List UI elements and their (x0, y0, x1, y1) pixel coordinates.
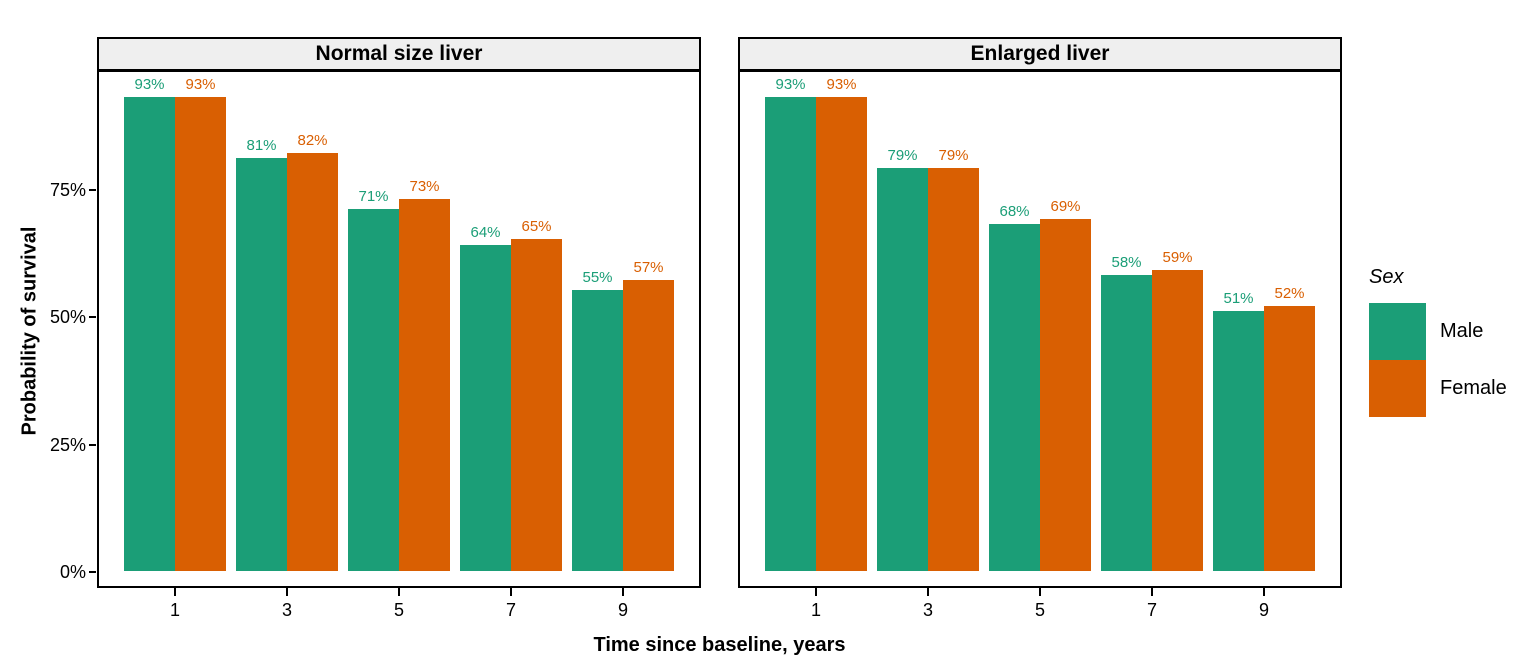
y-tick-label: 25% (49, 434, 86, 455)
bar-value-label: 51% (1223, 290, 1254, 307)
x-tick-label: 3 (281, 600, 293, 620)
bar-group-year-9: 55% 57% (572, 259, 674, 571)
legend-label: Female (1440, 377, 1507, 399)
legend-keys: Male Female (1369, 303, 1507, 417)
bar-value-label: 55% (582, 269, 613, 286)
bar-value-label: 57% (633, 259, 664, 276)
bar-female-year-1: 93% (816, 76, 867, 571)
bar-group-year-5: 71% 73% (348, 178, 450, 571)
y-axis-title: Probability of survival (18, 226, 41, 436)
bar-male-year-1: 93% (124, 76, 175, 571)
x-tick-mark (1039, 588, 1041, 596)
bar-value-label: 93% (826, 76, 857, 93)
x-tick-mark (1151, 588, 1153, 596)
bar-female-year-7: 65% (511, 218, 562, 571)
legend-key-female: Female (1369, 360, 1507, 417)
bar-female-year-9: 57% (623, 259, 674, 571)
bar-male-year-5: 71% (348, 188, 399, 571)
legend-swatch-male-icon (1369, 303, 1426, 360)
bar-value-label: 73% (409, 178, 440, 195)
legend-label: Male (1440, 320, 1484, 342)
bar-value-label: 71% (358, 188, 389, 205)
facet-normal-size-liver: Normal size liver 93% 93% 81% 82% 71% 73% 64% 6… (97, 37, 701, 634)
facet-strip: Enlarged liver (738, 37, 1342, 71)
x-tick-label: 9 (617, 600, 629, 620)
x-tick-label: 7 (1146, 600, 1158, 620)
bar-male-year-9: 55% (572, 269, 623, 571)
bar-value-label: 68% (999, 203, 1030, 220)
x-axis-title: Time since baseline, years (593, 634, 846, 656)
legend-key-male: Male (1369, 303, 1507, 360)
bar-group-year-1: 93% 93% (765, 76, 867, 571)
y-tick-label: 0% (59, 562, 86, 582)
bar-group-year-3: 81% 82% (236, 132, 338, 571)
bar-value-label: 82% (297, 132, 328, 149)
bar-group-year-7: 64% 65% (460, 218, 562, 571)
x-tick-label: 5 (1034, 600, 1046, 620)
bar-value-label: 59% (1162, 249, 1193, 266)
x-tick-mark (398, 588, 400, 596)
bar-group-year-1: 93% 93% (124, 76, 226, 571)
bar-male-year-7: 58% (1101, 254, 1152, 571)
bar-value-label: 64% (470, 224, 501, 241)
y-tick-mark (89, 188, 96, 191)
bar-value-label: 93% (775, 76, 806, 93)
x-tick-mark (622, 588, 624, 596)
bar-value-label: 52% (1274, 285, 1305, 302)
x-tick-label: 1 (810, 600, 822, 620)
x-tick-mark (927, 588, 929, 596)
bar-value-label: 93% (134, 76, 165, 93)
bar-female-year-9: 52% (1264, 285, 1315, 571)
bar-male-year-1: 93% (765, 76, 816, 571)
x-tick-mark (174, 588, 176, 596)
bar-female-year-3: 79% (928, 147, 979, 571)
bar-value-label: 65% (521, 218, 552, 235)
x-tick-label: 1 (169, 600, 181, 620)
bar-female-year-7: 59% (1152, 249, 1203, 571)
plot-panel: 93% 93% 79% 79% 68% 69% 58% 59% 51% 52% (738, 70, 1342, 588)
y-tick-mark (89, 571, 96, 573)
bar-value-label: 79% (887, 147, 918, 164)
facet-title: Normal size liver (315, 42, 483, 65)
bar-value-label: 69% (1050, 198, 1081, 215)
bar-female-year-5: 69% (1040, 198, 1091, 571)
legend-title: Sex (1369, 266, 1404, 288)
bar-group-year-3: 79% 79% (877, 147, 979, 571)
legend: Sex Male Female (1369, 266, 1507, 417)
y-tick-mark (89, 316, 96, 318)
bar-male-year-3: 81% (236, 137, 287, 571)
facet-strip: Normal size liver (97, 37, 701, 71)
bar-group-year-5: 68% 69% (989, 198, 1091, 571)
bar-female-year-3: 82% (287, 132, 338, 571)
x-tick-label: 7 (505, 600, 517, 620)
bar-male-year-7: 64% (460, 224, 511, 571)
facet-title: Enlarged liver (970, 42, 1110, 65)
x-tick-mark (286, 588, 288, 596)
bar-male-year-3: 79% (877, 147, 928, 571)
facet-enlarged-liver: Enlarged liver 93% 93% 79% 79% 68% 69% 58% 59% 5… (738, 37, 1342, 634)
x-axis: 1 3 5 7 9 (738, 588, 1342, 634)
y-tick-mark (89, 443, 96, 446)
legend-swatch-female-icon (1369, 360, 1426, 417)
x-tick-mark (815, 588, 817, 596)
bar-value-label: 81% (246, 137, 277, 154)
bar-female-year-1: 93% (175, 76, 226, 571)
plot-panel: 93% 93% 81% 82% 71% 73% 64% 65% 55% 57% (97, 70, 701, 588)
bar-value-label: 93% (185, 76, 216, 93)
x-tick-mark (510, 588, 512, 596)
bar-male-year-9: 51% (1213, 290, 1264, 571)
x-tick-label: 9 (1258, 600, 1270, 620)
bar-value-label: 79% (938, 147, 969, 164)
x-tick-mark (1263, 588, 1265, 596)
x-tick-label: 5 (393, 600, 405, 620)
bar-group-year-7: 58% 59% (1101, 249, 1203, 571)
bar-group-year-9: 51% 52% (1213, 285, 1315, 571)
y-tick-label: 75% (49, 179, 86, 200)
bar-male-year-5: 68% (989, 203, 1040, 571)
bar-female-year-5: 73% (399, 178, 450, 571)
bar-value-label: 58% (1111, 254, 1142, 271)
x-axis: 1 3 5 7 9 (97, 588, 701, 634)
x-tick-label: 3 (922, 600, 934, 620)
